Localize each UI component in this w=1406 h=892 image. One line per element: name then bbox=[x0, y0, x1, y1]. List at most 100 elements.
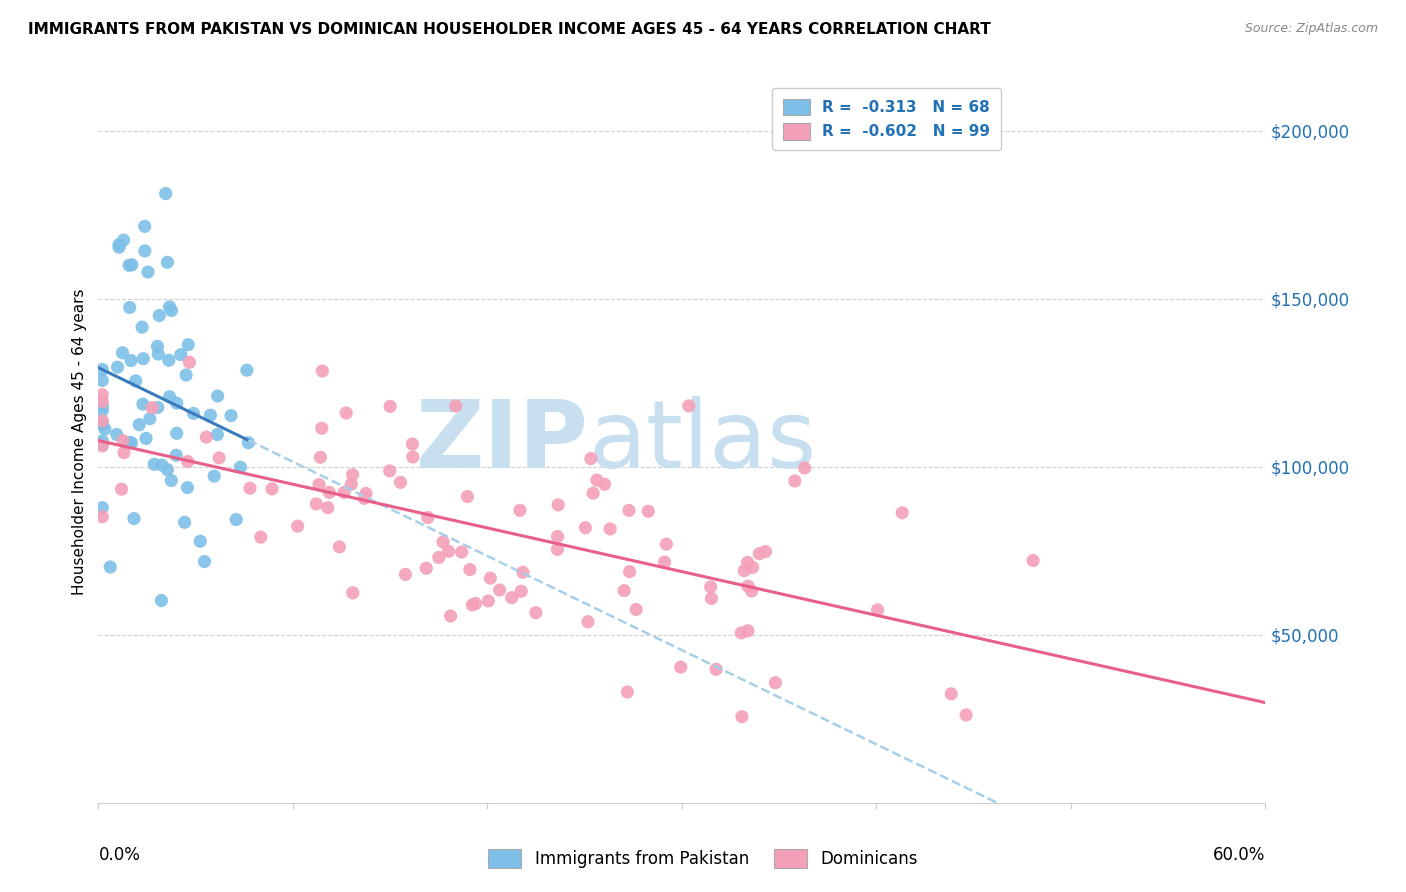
Legend: Immigrants from Pakistan, Dominicans: Immigrants from Pakistan, Dominicans bbox=[481, 843, 925, 875]
Point bbox=[737, 579, 759, 593]
Point bbox=[170, 348, 193, 362]
Point bbox=[98, 560, 121, 574]
Point bbox=[108, 237, 131, 252]
Point bbox=[308, 477, 330, 491]
Text: IMMIGRANTS FROM PAKISTAN VS DOMINICAN HOUSEHOLDER INCOME AGES 45 - 64 YEARS CORR: IMMIGRANTS FROM PAKISTAN VS DOMINICAN HO… bbox=[28, 22, 991, 37]
Point bbox=[617, 503, 640, 517]
Text: 60.0%: 60.0% bbox=[1213, 847, 1265, 864]
Point bbox=[91, 500, 114, 515]
Point bbox=[118, 435, 141, 450]
Point bbox=[159, 390, 181, 404]
Point bbox=[94, 422, 117, 436]
Point bbox=[754, 544, 776, 558]
Point bbox=[579, 451, 602, 466]
Point bbox=[176, 481, 198, 495]
Point bbox=[249, 530, 271, 544]
Text: 0.0%: 0.0% bbox=[98, 847, 141, 864]
Point bbox=[741, 584, 763, 599]
Point bbox=[118, 301, 141, 315]
Point bbox=[236, 363, 259, 377]
Point bbox=[112, 445, 135, 459]
Point bbox=[157, 353, 180, 368]
Point bbox=[91, 373, 114, 387]
Point bbox=[616, 685, 638, 699]
Point bbox=[91, 437, 114, 451]
Point bbox=[91, 387, 114, 401]
Point bbox=[188, 534, 211, 549]
Point bbox=[669, 660, 692, 674]
Point bbox=[402, 450, 425, 464]
Point bbox=[177, 454, 200, 468]
Point bbox=[586, 473, 609, 487]
Point bbox=[378, 464, 401, 478]
Point bbox=[599, 522, 621, 536]
Point bbox=[305, 497, 328, 511]
Point bbox=[148, 309, 170, 323]
Point bbox=[461, 598, 484, 612]
Point bbox=[509, 503, 531, 517]
Point bbox=[427, 550, 450, 565]
Point bbox=[737, 556, 759, 570]
Point bbox=[793, 461, 815, 475]
Point bbox=[730, 625, 752, 640]
Point bbox=[432, 535, 454, 549]
Point bbox=[238, 435, 260, 450]
Point bbox=[378, 400, 401, 414]
Point bbox=[700, 591, 723, 606]
Point bbox=[547, 498, 569, 512]
Point bbox=[437, 544, 460, 558]
Point bbox=[146, 339, 169, 353]
Point bbox=[91, 417, 114, 432]
Point bbox=[699, 580, 721, 594]
Point bbox=[444, 399, 467, 413]
Point bbox=[150, 458, 173, 472]
Point bbox=[160, 303, 183, 318]
Point bbox=[134, 219, 156, 234]
Point bbox=[195, 430, 218, 444]
Point bbox=[111, 346, 134, 360]
Point bbox=[118, 258, 141, 272]
Point bbox=[353, 491, 375, 506]
Point bbox=[155, 186, 177, 201]
Point bbox=[401, 437, 423, 451]
Point bbox=[135, 432, 157, 446]
Point bbox=[91, 439, 114, 453]
Point bbox=[311, 421, 333, 435]
Point bbox=[108, 240, 131, 254]
Point bbox=[287, 519, 309, 533]
Point bbox=[91, 400, 114, 414]
Point bbox=[134, 244, 156, 258]
Point bbox=[783, 474, 806, 488]
Point bbox=[148, 347, 170, 361]
Point bbox=[156, 463, 179, 477]
Legend: R =  -0.313   N = 68, R =  -0.602   N = 99: R = -0.313 N = 68, R = -0.602 N = 99 bbox=[772, 88, 1001, 150]
Point bbox=[110, 482, 132, 496]
Point bbox=[582, 486, 605, 500]
Point bbox=[741, 560, 763, 574]
Point bbox=[150, 593, 173, 607]
Point bbox=[458, 563, 481, 577]
Point bbox=[193, 555, 215, 569]
Point bbox=[105, 427, 128, 442]
Point bbox=[464, 597, 486, 611]
Point bbox=[91, 362, 114, 376]
Point bbox=[340, 477, 363, 491]
Point bbox=[139, 411, 162, 425]
Point bbox=[166, 426, 188, 441]
Point bbox=[91, 414, 114, 428]
Point bbox=[748, 547, 770, 561]
Point bbox=[121, 258, 143, 272]
Point bbox=[173, 516, 195, 530]
Point bbox=[439, 609, 461, 624]
Text: atlas: atlas bbox=[589, 395, 817, 488]
Point bbox=[547, 530, 569, 544]
Point bbox=[524, 606, 547, 620]
Point bbox=[678, 399, 700, 413]
Point bbox=[415, 561, 437, 575]
Point bbox=[143, 458, 166, 472]
Point bbox=[955, 708, 977, 723]
Point bbox=[866, 603, 889, 617]
Point bbox=[593, 477, 616, 491]
Point bbox=[416, 510, 439, 524]
Point bbox=[311, 364, 333, 378]
